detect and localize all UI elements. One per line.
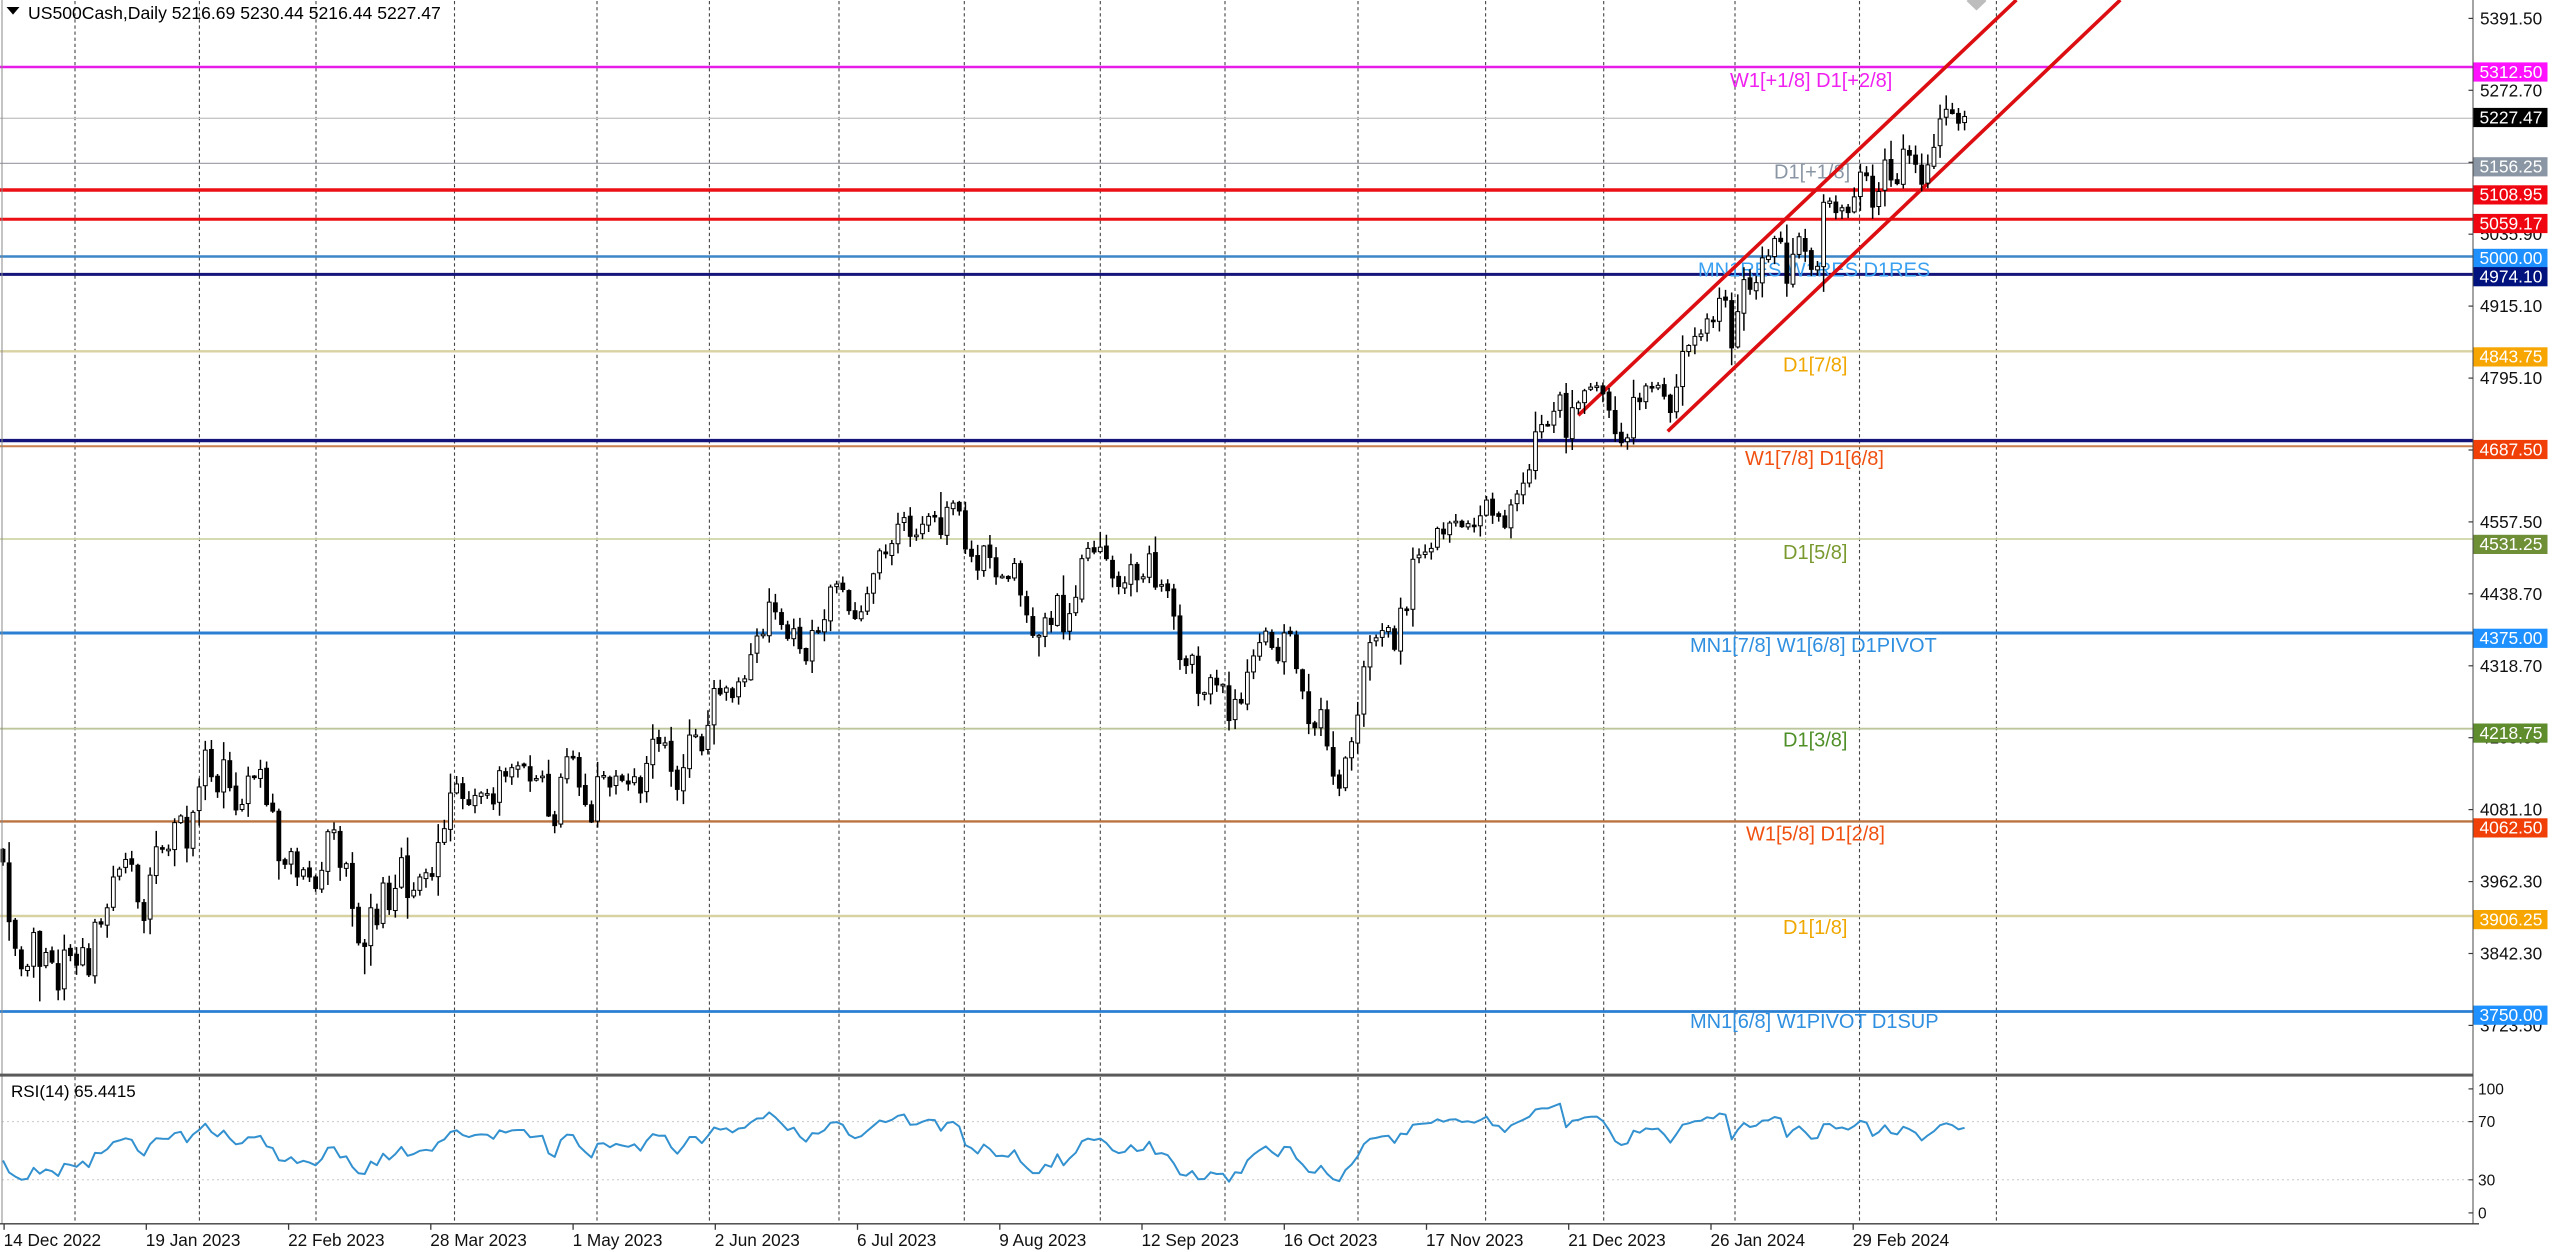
svg-text:19 Jan 2023: 19 Jan 2023: [146, 1230, 241, 1250]
svg-text:0: 0: [2478, 1205, 2487, 1222]
svg-text:3842.30: 3842.30: [2480, 944, 2542, 964]
svg-text:3962.30: 3962.30: [2480, 872, 2542, 892]
svg-text:4375.00: 4375.00: [2480, 628, 2543, 648]
svg-text:4531.25: 4531.25: [2480, 534, 2543, 554]
svg-text:5000.00: 5000.00: [2480, 248, 2543, 268]
svg-text:5272.70: 5272.70: [2480, 80, 2542, 100]
svg-text:26 Jan 2024: 26 Jan 2024: [1711, 1230, 1806, 1250]
svg-text:5227.47: 5227.47: [2480, 107, 2543, 127]
svg-text:MN1[7/8] W1[6/8] D1PIVOT: MN1[7/8] W1[6/8] D1PIVOT: [1690, 635, 1937, 657]
svg-text:100: 100: [2478, 1081, 2504, 1098]
svg-text:RSI(14) 65.4415: RSI(14) 65.4415: [11, 1082, 136, 1101]
svg-text:70: 70: [2478, 1114, 2496, 1131]
svg-text:5312.50: 5312.50: [2480, 62, 2543, 82]
svg-text:D1[+1/8]: D1[+1/8]: [1774, 162, 1850, 184]
svg-text:4795.10: 4795.10: [2480, 368, 2542, 388]
svg-text:W1[7/8] D1[6/8]: W1[7/8] D1[6/8]: [1745, 448, 1884, 470]
svg-text:2 Jun 2023: 2 Jun 2023: [715, 1230, 800, 1250]
svg-text:17 Nov 2023: 17 Nov 2023: [1426, 1230, 1523, 1250]
svg-text:5108.95: 5108.95: [2480, 185, 2543, 205]
svg-text:3750.00: 3750.00: [2480, 1005, 2543, 1025]
svg-text:W1[5/8] D1[2/8]: W1[5/8] D1[2/8]: [1746, 824, 1885, 846]
svg-text:21 Dec 2023: 21 Dec 2023: [1568, 1230, 1665, 1250]
svg-text:4974.10: 4974.10: [2480, 267, 2543, 287]
svg-text:16 Oct 2023: 16 Oct 2023: [1284, 1230, 1378, 1250]
svg-text:4218.75: 4218.75: [2480, 723, 2543, 743]
svg-text:30: 30: [2478, 1172, 2496, 1189]
svg-text:D1[7/8]: D1[7/8]: [1783, 355, 1847, 377]
svg-text:28 Mar 2023: 28 Mar 2023: [430, 1230, 527, 1250]
svg-text:5156.25: 5156.25: [2480, 157, 2543, 177]
svg-text:D1[1/8]: D1[1/8]: [1783, 917, 1847, 939]
svg-text:MN1[6/8] W1PIVOT D1SUP: MN1[6/8] W1PIVOT D1SUP: [1690, 1011, 1939, 1033]
svg-text:5391.50: 5391.50: [2480, 8, 2542, 28]
svg-text:12 Sep 2023: 12 Sep 2023: [1142, 1230, 1240, 1250]
svg-text:9 Aug 2023: 9 Aug 2023: [999, 1230, 1086, 1250]
svg-text:14 Dec 2022: 14 Dec 2022: [4, 1230, 101, 1250]
svg-text:4438.70: 4438.70: [2480, 584, 2542, 604]
svg-text:4915.10: 4915.10: [2480, 296, 2542, 316]
svg-text:US500Cash,Daily 5216.69 5230.: US500Cash,Daily 5216.69 5230.44 5216.44 …: [28, 3, 441, 23]
svg-text:4687.50: 4687.50: [2480, 439, 2543, 459]
svg-text:6 Jul 2023: 6 Jul 2023: [857, 1230, 936, 1250]
svg-text:4843.75: 4843.75: [2480, 347, 2543, 367]
svg-text:4081.10: 4081.10: [2480, 800, 2542, 820]
svg-text:4062.50: 4062.50: [2480, 818, 2543, 838]
svg-text:4557.50: 4557.50: [2480, 512, 2542, 532]
svg-text:D1[5/8]: D1[5/8]: [1783, 542, 1847, 564]
svg-text:3906.25: 3906.25: [2480, 909, 2543, 929]
svg-text:22 Feb 2023: 22 Feb 2023: [288, 1230, 385, 1250]
svg-text:29 Feb 2024: 29 Feb 2024: [1853, 1230, 1950, 1250]
svg-text:D1[3/8]: D1[3/8]: [1783, 730, 1847, 752]
svg-text:1 May 2023: 1 May 2023: [573, 1230, 663, 1250]
svg-text:5059.17: 5059.17: [2480, 213, 2543, 233]
svg-text:4318.70: 4318.70: [2480, 656, 2542, 676]
svg-text:W1[+1/8] D1[+2/8]: W1[+1/8] D1[+2/8]: [1730, 70, 1892, 92]
